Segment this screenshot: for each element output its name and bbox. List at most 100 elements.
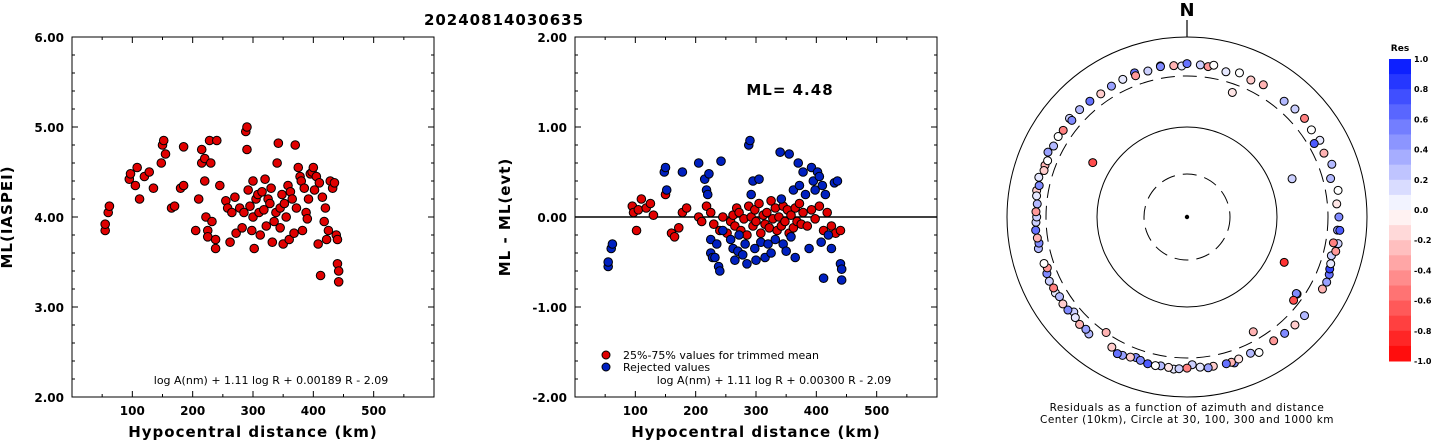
- data-point: [329, 178, 340, 188]
- data-point: [227, 207, 237, 218]
- colorbar-cell: [1389, 315, 1411, 332]
- colorbar-cell: [1389, 74, 1411, 90]
- polar-residual-point: [1058, 125, 1068, 135]
- data-point: [239, 207, 249, 218]
- data-point: [134, 194, 145, 204]
- data-point: [243, 185, 253, 195]
- data-point: [273, 138, 284, 148]
- polar-residual-point: [1334, 212, 1344, 222]
- colorbar-cell: [1389, 300, 1411, 317]
- polar-residual-point: [1279, 96, 1289, 106]
- data-point: [290, 140, 301, 150]
- data-point-rejected: [814, 171, 825, 182]
- x-tick-label: 500: [361, 404, 386, 418]
- data-point: [289, 228, 299, 238]
- data-point-rejected: [818, 273, 829, 284]
- data-point: [100, 219, 110, 229]
- x-tick-label: 200: [180, 404, 205, 418]
- data-point-trimmed: [798, 207, 808, 218]
- colorbar-title: Res: [1391, 44, 1409, 54]
- data-point-rejected: [793, 158, 804, 168]
- polar-residual-point: [1326, 174, 1336, 184]
- data-point: [255, 230, 266, 240]
- colorbar-cell: [1389, 104, 1411, 120]
- colorbar-tick-label: 0.8: [1414, 85, 1429, 94]
- polar-residual-point: [1075, 319, 1085, 329]
- data-point: [320, 203, 331, 213]
- data-point: [242, 144, 252, 155]
- data-point-rejected: [766, 248, 776, 258]
- data-point-rejected: [710, 252, 720, 263]
- data-point: [230, 192, 240, 202]
- data-point: [321, 234, 332, 245]
- data-point-trimmed: [770, 203, 781, 213]
- colorbar-cell: [1389, 225, 1411, 241]
- data-point-rejected: [749, 243, 760, 254]
- data-point-rejected: [745, 135, 755, 146]
- data-point: [297, 225, 308, 236]
- polar-residual-point: [1300, 113, 1310, 123]
- data-point-rejected: [790, 252, 801, 263]
- polar-residual-point: [1319, 148, 1329, 158]
- data-point: [248, 176, 258, 186]
- data-point-rejected: [823, 230, 834, 240]
- data-point: [169, 201, 180, 211]
- colorbar: Res 1.0 0.8 0.6 0.4 0.2 0.0 -0.2 -0.4 -0.6 -0.8 -1…: [1389, 44, 1432, 366]
- x-tick-label: 500: [864, 404, 889, 418]
- data-point: [281, 212, 291, 222]
- data-point: [246, 225, 257, 236]
- polar-residual-point: [1107, 342, 1117, 352]
- data-point: [299, 183, 310, 193]
- data-point: [259, 205, 269, 215]
- polar-residual-point: [1032, 191, 1042, 201]
- chart2-xlabel: Hypocentral distance (km): [631, 423, 881, 441]
- ring-1000km: [1006, 36, 1368, 398]
- data-point-trimmed: [806, 205, 817, 215]
- data-point: [260, 174, 270, 184]
- data-point: [284, 234, 295, 245]
- chart-residual-azimuth-polar: N Residuals as a function of azimuth and…: [1006, 0, 1368, 426]
- data-point: [287, 194, 298, 204]
- chart-ml-vs-distance: 100 200 300 400 500 2.00 3.00 4.00 5.00 6.00 log …: [0, 31, 435, 441]
- polar-residual-point: [1034, 181, 1044, 191]
- polar-residual-point: [1106, 81, 1116, 91]
- data-point-trimmed: [645, 198, 656, 209]
- y-tick-label: 5.00: [34, 121, 64, 135]
- data-point-trimmed: [780, 216, 790, 227]
- polar-residual-point: [1058, 299, 1068, 309]
- chart-residual-vs-distance: 100 200 300 400 500 -2.00 -1.00 0.00 1.00 2.00 ML…: [496, 31, 938, 441]
- data-point-trimmed: [786, 210, 796, 220]
- polar-residual-point: [1125, 352, 1135, 362]
- chart1-formula: log A(nm) + 1.11 log R + 0.00189 R - 2.0…: [154, 374, 388, 387]
- y-tick-label: 0.00: [537, 211, 567, 225]
- data-point-trimmed: [636, 194, 647, 204]
- data-point-trimmed: [673, 223, 684, 233]
- polar-residual-point: [1300, 311, 1310, 321]
- polar-residual-point: [1248, 327, 1258, 337]
- polar-residual-point: [1317, 284, 1327, 294]
- polar-residual-point: [1306, 125, 1316, 135]
- data-point-rejected: [800, 189, 811, 200]
- polar-residual-point: [1031, 225, 1041, 235]
- chart2-formula: log A(nm) + 1.11 log R + 0.00300 R - 2.0…: [657, 374, 891, 387]
- polar-residual-point: [1326, 259, 1336, 269]
- chart2-ylabel: ML - ML(evt): [496, 158, 514, 276]
- colorbar-tick-label: 0.2: [1414, 176, 1428, 185]
- x-tick-label: 100: [120, 404, 145, 418]
- polar-residual-point: [1031, 207, 1041, 217]
- colorbar-cell: [1389, 270, 1411, 286]
- data-point-trimmed: [751, 216, 761, 227]
- data-point-rejected: [716, 156, 726, 166]
- colorbar-cell: [1389, 149, 1411, 166]
- colorbar-tick-label: -1.0: [1414, 357, 1432, 366]
- polar-residual-point: [1221, 359, 1231, 369]
- data-point-rejected: [746, 189, 756, 200]
- data-point-trimmed: [631, 225, 642, 236]
- data-point-trimmed: [742, 230, 752, 240]
- polar-residual-point: [1063, 305, 1073, 315]
- data-point-rejected: [734, 230, 744, 240]
- data-point-trimmed: [633, 205, 644, 215]
- data-point: [319, 216, 329, 227]
- colorbar-cell: [1389, 134, 1411, 151]
- data-point: [313, 239, 323, 249]
